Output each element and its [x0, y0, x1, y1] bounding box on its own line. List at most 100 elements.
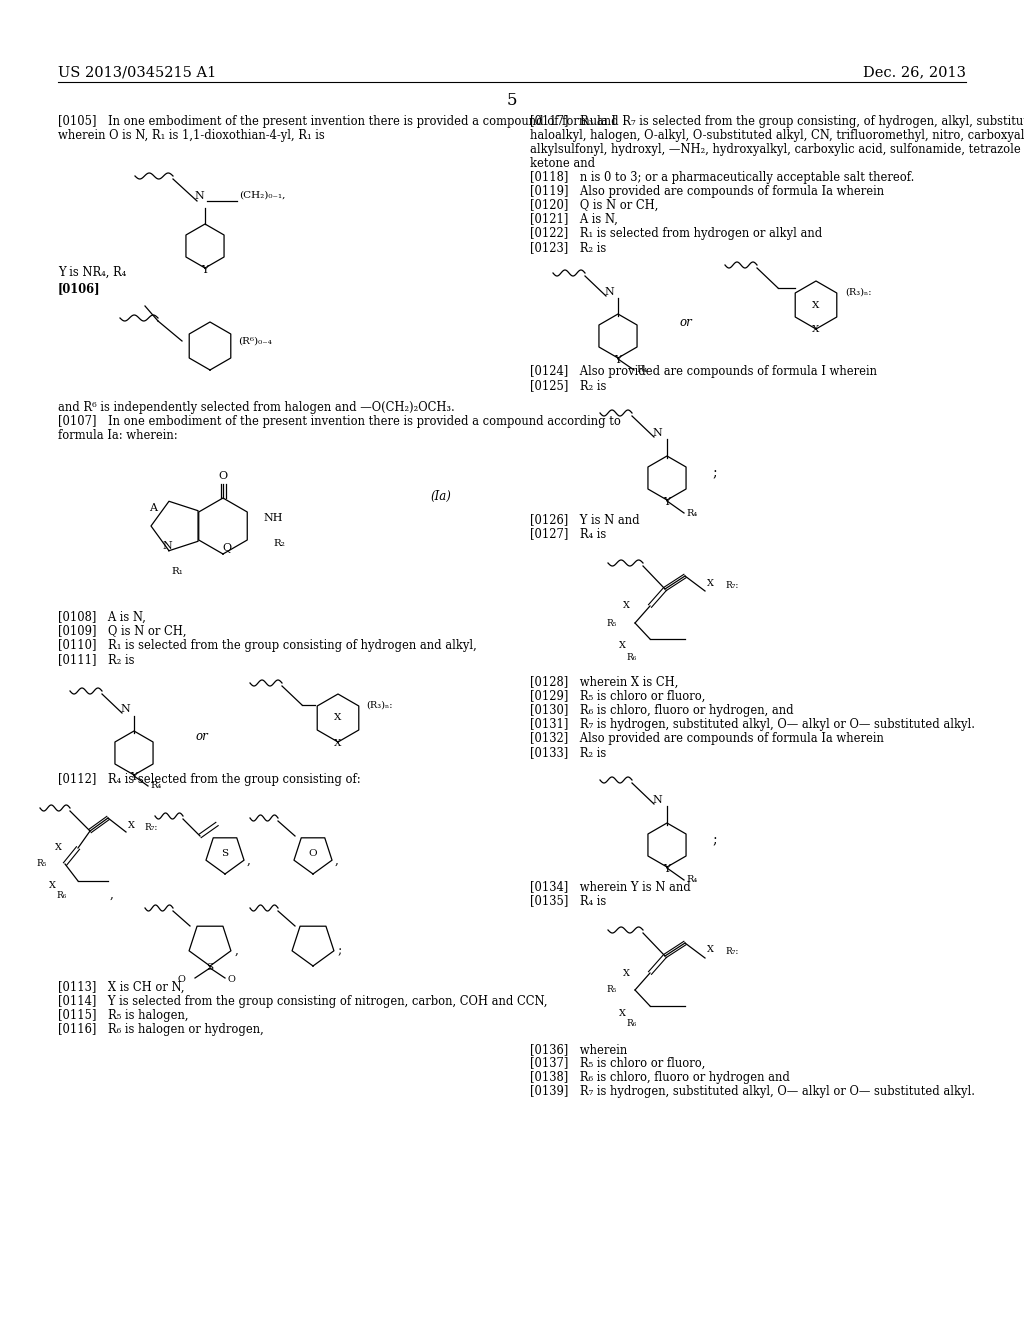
Text: [0105] In one embodiment of the present invention there is provided a compound o: [0105] In one embodiment of the present … — [58, 115, 616, 128]
Text: R₇:: R₇: — [144, 824, 158, 833]
Text: X: X — [618, 1008, 626, 1018]
Text: ;: ; — [712, 466, 717, 480]
Text: R₁: R₁ — [171, 568, 183, 577]
Text: Y: Y — [664, 865, 671, 874]
Text: [0131] R₇ is hydrogen, substituted alkyl, O— alkyl or O— substituted alkyl.: [0131] R₇ is hydrogen, substituted alkyl… — [530, 718, 975, 731]
Text: R₂: R₂ — [273, 540, 285, 549]
Text: (R⁶)₀₋₄: (R⁶)₀₋₄ — [238, 337, 272, 346]
Text: [0109] Q is N or CH,: [0109] Q is N or CH, — [58, 624, 186, 638]
Text: wherein O is N, R₁ is 1,1-dioxothian-4-yl, R₁ is: wherein O is N, R₁ is 1,1-dioxothian-4-y… — [58, 129, 325, 143]
Text: R₇:: R₇: — [725, 581, 738, 590]
Text: X: X — [623, 969, 630, 978]
Text: [0111] R₂ is: [0111] R₂ is — [58, 653, 134, 667]
Text: R₄: R₄ — [150, 781, 161, 791]
Text: N: N — [120, 704, 130, 714]
Text: O: O — [218, 471, 227, 480]
Text: [0108] A is N,: [0108] A is N, — [58, 611, 145, 624]
Text: ketone and: ketone and — [530, 157, 595, 170]
Text: X: X — [618, 642, 626, 651]
Text: X: X — [623, 602, 630, 610]
Text: [0133] R₂ is: [0133] R₂ is — [530, 746, 606, 759]
Text: [0106]: [0106] — [58, 282, 100, 294]
Text: [0120] Q is N or CH,: [0120] Q is N or CH, — [530, 199, 658, 213]
Text: ,: , — [247, 854, 251, 867]
Text: [0121] A is N,: [0121] A is N, — [530, 213, 617, 226]
Text: X: X — [812, 326, 819, 334]
Text: O: O — [177, 974, 185, 983]
Text: alkylsulfonyl, hydroxyl, —NH₂, hydroxyalkyl, carboxylic acid, sulfonamide, tetra: alkylsulfonyl, hydroxyl, —NH₂, hydroxyal… — [530, 143, 1024, 156]
Text: US 2013/0345215 A1: US 2013/0345215 A1 — [58, 65, 216, 79]
Text: X: X — [55, 843, 62, 853]
Text: R₅: R₅ — [37, 859, 47, 869]
Text: [0129] R₅ is chloro or fluoro,: [0129] R₅ is chloro or fluoro, — [530, 690, 706, 704]
Text: N: N — [652, 795, 662, 805]
Text: Y: Y — [664, 498, 671, 507]
Text: [0134] wherein Y is N and: [0134] wherein Y is N and — [530, 880, 691, 894]
Text: R₆: R₆ — [627, 1019, 637, 1028]
Text: R₄: R₄ — [686, 508, 697, 517]
Text: N: N — [652, 428, 662, 438]
Text: ;: ; — [712, 833, 717, 847]
Text: ,: , — [110, 888, 114, 902]
Text: ,: , — [335, 854, 339, 867]
Text: [0128] wherein X is CH,: [0128] wherein X is CH, — [530, 676, 678, 689]
Text: (Ia): (Ia) — [430, 490, 451, 503]
Text: and R⁶ is independently selected from halogen and —O(CH₂)₂OCH₃.: and R⁶ is independently selected from ha… — [58, 401, 455, 414]
Text: X: X — [707, 578, 714, 587]
Text: [0136] wherein: [0136] wherein — [530, 1043, 628, 1056]
Text: haloalkyl, halogen, O-alkyl, O-substituted alkyl, CN, trifluoromethyl, nitro, ca: haloalkyl, halogen, O-alkyl, O-substitut… — [530, 129, 1024, 143]
Text: [0118] n is 0 to 3; or a pharmaceutically acceptable salt thereof.: [0118] n is 0 to 3; or a pharmaceuticall… — [530, 172, 914, 183]
Text: ,: , — [234, 944, 239, 957]
Text: Dec. 26, 2013: Dec. 26, 2013 — [863, 65, 966, 79]
Text: NH: NH — [263, 513, 283, 523]
Text: [0114] Y is selected from the group consisting of nitrogen, carbon, COH and CCN,: [0114] Y is selected from the group cons… — [58, 995, 548, 1008]
Text: ;: ; — [338, 944, 342, 957]
Text: X: X — [334, 738, 342, 747]
Text: [0119] Also provided are compounds of formula Ia wherein: [0119] Also provided are compounds of fo… — [530, 185, 884, 198]
Text: O: O — [308, 850, 317, 858]
Text: formula Ia: wherein:: formula Ia: wherein: — [58, 429, 177, 442]
Text: [0107] In one embodiment of the present invention there is provided a compound a: [0107] In one embodiment of the present … — [58, 414, 621, 428]
Text: or: or — [196, 730, 208, 742]
Text: O: O — [227, 974, 234, 983]
Text: [0127] R₄ is: [0127] R₄ is — [530, 527, 606, 540]
Text: Y: Y — [202, 265, 209, 275]
Text: [0126] Y is N and: [0126] Y is N and — [530, 513, 640, 525]
Text: N: N — [162, 541, 172, 550]
Text: (R₃)ₙ:: (R₃)ₙ: — [366, 701, 392, 710]
Text: or: or — [680, 317, 692, 330]
Text: [0122] R₁ is selected from hydrogen or alkyl and: [0122] R₁ is selected from hydrogen or a… — [530, 227, 822, 240]
Text: X: X — [334, 714, 342, 722]
Text: R₄: R₄ — [686, 875, 697, 884]
Text: [0115] R₅ is halogen,: [0115] R₅ is halogen, — [58, 1008, 188, 1022]
Text: X: X — [128, 821, 135, 830]
Text: 5: 5 — [507, 92, 517, 110]
Text: [0124] Also provided are compounds of formula I wherein: [0124] Also provided are compounds of fo… — [530, 366, 877, 378]
Text: X: X — [812, 301, 819, 309]
Text: [0135] R₄ is: [0135] R₄ is — [530, 894, 606, 907]
Text: [0112] R₄ is selected from the group consisting of:: [0112] R₄ is selected from the group con… — [58, 774, 360, 785]
Text: [0137] R₅ is chloro or fluoro,: [0137] R₅ is chloro or fluoro, — [530, 1057, 706, 1071]
Text: N: N — [604, 286, 613, 297]
Text: [0117] R₃ and R₇ is selected from the group consisting, of hydrogen, alkyl, subs: [0117] R₃ and R₇ is selected from the gr… — [530, 115, 1024, 128]
Text: [0123] R₂ is: [0123] R₂ is — [530, 242, 606, 253]
Text: Y is NR₄, R₄: Y is NR₄, R₄ — [58, 267, 126, 279]
Text: A: A — [150, 503, 157, 513]
Text: S: S — [207, 964, 214, 973]
Text: Y: Y — [130, 772, 137, 781]
Text: [0116] R₆ is halogen or hydrogen,: [0116] R₆ is halogen or hydrogen, — [58, 1023, 264, 1036]
Text: [0110] R₁ is selected from the group consisting of hydrogen and alkyl,: [0110] R₁ is selected from the group con… — [58, 639, 477, 652]
Text: Q: Q — [222, 543, 231, 553]
Text: R₇:: R₇: — [725, 948, 738, 957]
Text: S: S — [221, 850, 228, 858]
Text: (R₃)ₙ:: (R₃)ₙ: — [845, 288, 871, 297]
Text: R₅: R₅ — [607, 986, 617, 994]
Text: [0138] R₆ is chloro, fluoro or hydrogen and: [0138] R₆ is chloro, fluoro or hydrogen … — [530, 1071, 790, 1084]
Text: X: X — [48, 882, 55, 891]
Text: N: N — [195, 191, 204, 201]
Text: [0130] R₆ is chloro, fluoro or hydrogen, and: [0130] R₆ is chloro, fluoro or hydrogen,… — [530, 704, 794, 717]
Text: [0132] Also provided are compounds of formula Ia wherein: [0132] Also provided are compounds of fo… — [530, 733, 884, 744]
Text: R₆: R₆ — [57, 891, 68, 900]
Text: [0125] R₂ is: [0125] R₂ is — [530, 379, 606, 392]
Text: R₄: R₄ — [636, 366, 647, 375]
